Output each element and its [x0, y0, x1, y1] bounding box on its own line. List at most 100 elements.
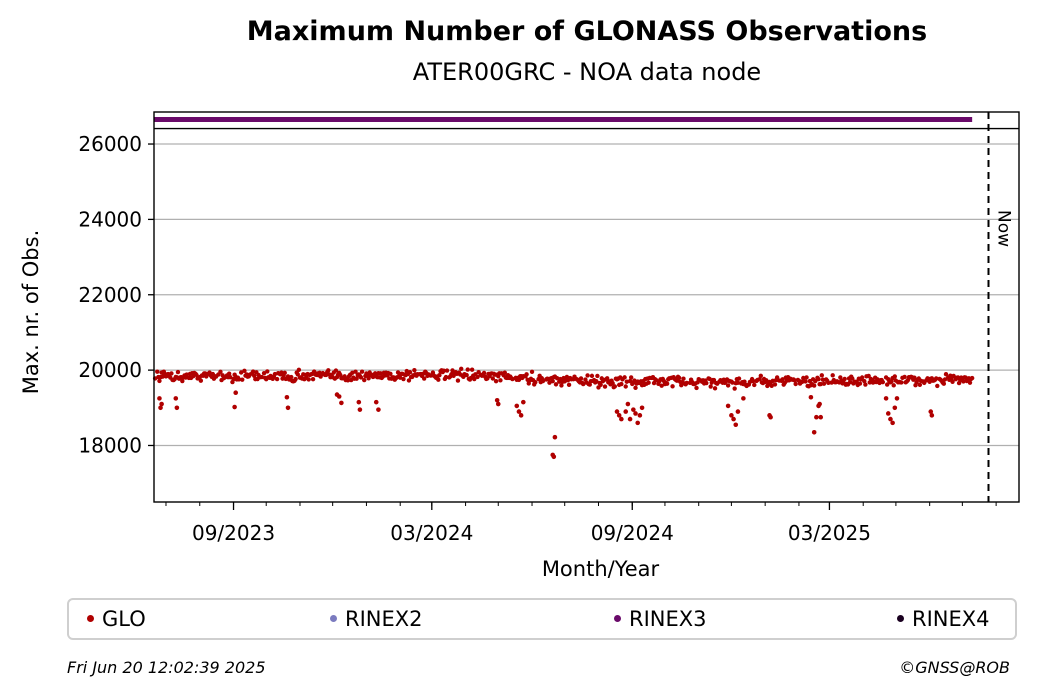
legend-glo-marker: [87, 614, 94, 622]
glo-point: [481, 370, 487, 376]
glo-point: [594, 378, 599, 384]
glo-outlier-point: [233, 390, 239, 396]
glo-point: [401, 376, 406, 382]
glo-point: [800, 379, 805, 385]
glo-outlier-point: [159, 401, 164, 407]
x-tick-label: 03/2025: [788, 521, 871, 545]
glo-point: [813, 378, 818, 384]
glo-outlier-point: [376, 407, 381, 412]
observations-chart: Now 18000 20000 22000 24000 26000 09/2023 03/2…: [19, 111, 1020, 581]
glo-point: [547, 380, 552, 385]
glo-outlier-point: [614, 409, 620, 414]
glo-point: [589, 373, 595, 379]
glo-outlier-point: [633, 411, 638, 416]
glo-point: [490, 376, 496, 381]
glo-outlier-point: [725, 403, 731, 409]
legend-label-rinex3: RINEX3: [629, 607, 707, 631]
glo-point: [585, 373, 590, 378]
glo-point: [891, 383, 896, 388]
glo-point: [912, 375, 917, 380]
glo-outlier-point: [733, 422, 739, 428]
glo-point: [443, 374, 449, 380]
legend-rinex4-marker: [897, 614, 904, 622]
glo-point: [378, 371, 383, 376]
glo-point: [502, 370, 507, 375]
chart-subtitle: ATER00GRC - NOA data node: [412, 58, 762, 86]
glo-point: [226, 371, 232, 376]
glo-outlier-point: [637, 413, 643, 418]
glo-point: [619, 381, 624, 387]
glo-point: [295, 372, 301, 377]
glo-point: [498, 378, 503, 383]
legend-label-glo: GLO: [102, 607, 146, 631]
glo-point: [750, 378, 756, 384]
glo-point: [184, 372, 189, 377]
glo-point: [736, 376, 742, 381]
glo-point: [524, 372, 529, 377]
glo-point: [581, 381, 586, 387]
glo-point: [359, 369, 365, 374]
glo-outlier-point: [336, 394, 342, 399]
glo-point: [464, 372, 469, 378]
glo-point: [624, 379, 630, 384]
glo-outlier-point: [173, 396, 179, 401]
glo-point: [633, 385, 638, 391]
glo-point: [169, 371, 174, 376]
glo-point: [902, 374, 907, 380]
glo-point: [436, 377, 441, 382]
glo-point: [412, 368, 417, 373]
glo-point: [774, 375, 780, 380]
grid-layer: [154, 143, 1019, 447]
data-layer: Now: [152, 112, 1019, 502]
glo-point: [238, 370, 244, 375]
glo-point: [866, 373, 871, 379]
glo-point: [732, 386, 737, 391]
glo-point: [598, 382, 603, 388]
glo-point: [529, 369, 535, 374]
glo-outlier-point: [284, 394, 290, 400]
y-tick-label: 24000: [78, 207, 142, 231]
glo-point: [780, 377, 785, 382]
glo-point: [306, 377, 311, 382]
glo-outlier-point: [639, 405, 645, 411]
y-tick-label: 18000: [78, 433, 142, 457]
glo-point: [842, 376, 847, 382]
glo-outlier-point: [339, 400, 344, 406]
glo-point: [218, 369, 223, 375]
glo-point: [862, 378, 867, 384]
legend-rinex3-marker: [614, 614, 621, 622]
glo-point: [610, 380, 615, 386]
glo-point: [694, 385, 699, 391]
glo-point: [676, 375, 682, 381]
glo-point: [670, 384, 675, 389]
glo-point: [859, 375, 865, 380]
glo-point: [559, 383, 564, 388]
glo-point: [950, 379, 955, 384]
glo-point: [664, 381, 670, 386]
glo-point: [261, 371, 267, 376]
glo-outlier-point: [885, 411, 891, 416]
glo-point: [406, 378, 412, 383]
glo-point: [892, 374, 898, 379]
glo-outlier-point: [814, 414, 819, 420]
legend-rinex2-marker: [330, 614, 337, 622]
glo-point: [623, 384, 628, 389]
glo-outlier-point: [552, 434, 558, 440]
glo-outlier-point: [495, 401, 501, 407]
glo-point: [198, 378, 204, 383]
glo-point: [770, 378, 775, 383]
glo-outlier-point: [516, 409, 522, 414]
axis-layer: 18000 20000 22000 24000 26000 09/2023 03/2024 0…: [19, 111, 1020, 581]
glo-point: [818, 381, 823, 387]
x-axis-label: Month/Year: [542, 557, 660, 581]
glo-point: [807, 378, 813, 384]
glo-point: [830, 373, 835, 378]
glo-point: [310, 376, 316, 382]
glo-point: [326, 368, 331, 373]
x-tick-label: 03/2024: [390, 521, 473, 545]
glo-point: [884, 382, 890, 387]
glo-outlier-point: [731, 416, 736, 422]
glo-point: [899, 380, 904, 385]
glo-point: [826, 380, 831, 386]
glo-point: [941, 381, 947, 386]
